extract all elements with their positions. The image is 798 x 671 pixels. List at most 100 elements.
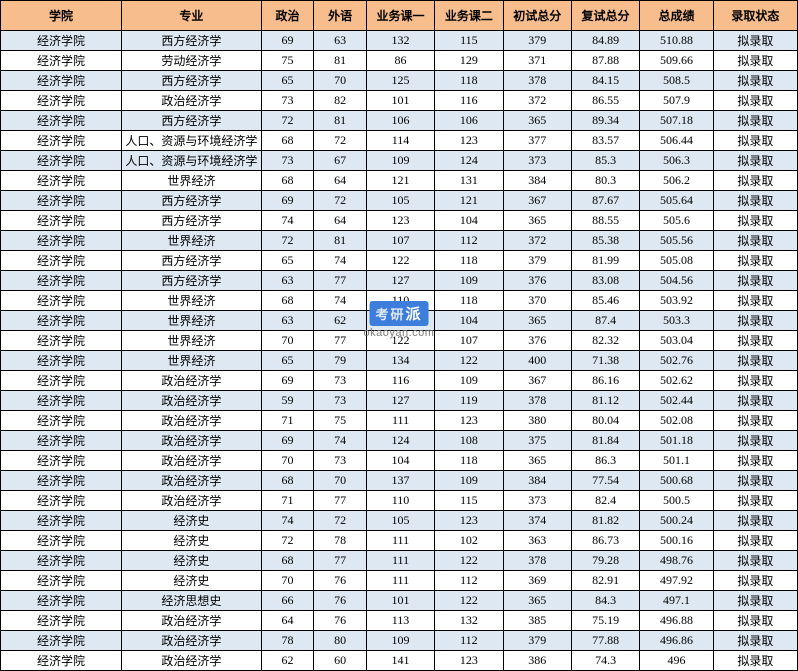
cell: 379 <box>503 251 571 271</box>
cell: 363 <box>503 531 571 551</box>
cell: 84.15 <box>571 71 639 91</box>
cell: 122 <box>435 551 503 571</box>
cell: 365 <box>503 311 571 331</box>
cell: 116 <box>435 91 503 111</box>
cell: 70 <box>314 71 367 91</box>
cell: 101 <box>366 91 434 111</box>
cell: 65 <box>261 251 314 271</box>
cell: 123 <box>366 211 434 231</box>
cell: 经济学院 <box>1 531 122 551</box>
table-body: 经济学院西方经济学696313211537984.89510.88拟录取经济学院… <box>1 31 798 671</box>
cell: 经济学院 <box>1 571 122 591</box>
col-header-1: 专业 <box>121 1 261 31</box>
cell: 111 <box>366 571 434 591</box>
cell: 86.3 <box>571 451 639 471</box>
cell: 81.84 <box>571 431 639 451</box>
cell: 110 <box>366 491 434 511</box>
cell: 西方经济学 <box>121 271 261 291</box>
cell: 109 <box>366 151 434 171</box>
cell: 76 <box>314 611 367 631</box>
cell: 112 <box>435 231 503 251</box>
cell: 70 <box>261 451 314 471</box>
cell: 370 <box>503 291 571 311</box>
cell: 506.3 <box>640 151 714 171</box>
cell: 384 <box>503 171 571 191</box>
cell: 拟录取 <box>713 291 797 311</box>
col-header-2: 政治 <box>261 1 314 31</box>
cell: 经济学院 <box>1 231 122 251</box>
cell: 政治经济学 <box>121 391 261 411</box>
cell: 人口、资源与环境经济学 <box>121 151 261 171</box>
cell: 经济学院 <box>1 311 122 331</box>
cell: 105 <box>366 511 434 531</box>
cell: 世界经济 <box>121 311 261 331</box>
cell: 77.88 <box>571 631 639 651</box>
cell: 84.3 <box>571 591 639 611</box>
cell: 80.04 <box>571 411 639 431</box>
cell: 111 <box>366 531 434 551</box>
cell: 503.92 <box>640 291 714 311</box>
cell: 122 <box>435 591 503 611</box>
cell: 68 <box>261 131 314 151</box>
table-row: 经济学院西方经济学657012511837884.15508.5拟录取 <box>1 71 798 91</box>
cell: 经济学院 <box>1 371 122 391</box>
cell: 拟录取 <box>713 251 797 271</box>
cell: 经济学院 <box>1 491 122 511</box>
table-row: 经济学院政治经济学597312711937881.12502.44拟录取 <box>1 391 798 411</box>
cell: 拟录取 <box>713 451 797 471</box>
cell: 世界经济 <box>121 331 261 351</box>
cell: 384 <box>503 471 571 491</box>
col-header-8: 总成绩 <box>640 1 714 31</box>
table-row: 经济学院西方经济学728110610636589.34507.18拟录取 <box>1 111 798 131</box>
cell: 拟录取 <box>713 611 797 631</box>
cell: 502.76 <box>640 351 714 371</box>
cell: 73 <box>261 151 314 171</box>
cell: 拟录取 <box>713 511 797 531</box>
table-row: 经济学院政治经济学738210111637286.55507.9拟录取 <box>1 91 798 111</box>
cell: 371 <box>503 51 571 71</box>
cell: 122 <box>435 351 503 371</box>
cell: 70 <box>261 571 314 591</box>
cell: 114 <box>366 131 434 151</box>
cell: 75 <box>261 51 314 71</box>
cell: 经济学院 <box>1 131 122 151</box>
cell: 83.08 <box>571 271 639 291</box>
cell: 367 <box>503 371 571 391</box>
cell: 369 <box>503 571 571 591</box>
cell: 经济学院 <box>1 111 122 131</box>
cell: 80 <box>314 631 367 651</box>
cell: 81 <box>314 51 367 71</box>
cell: 83.57 <box>571 131 639 151</box>
cell: 123 <box>435 511 503 531</box>
cell: 60 <box>314 651 367 671</box>
cell: 73 <box>314 391 367 411</box>
cell: 经济思想史 <box>121 591 261 611</box>
cell: 502.62 <box>640 371 714 391</box>
table-row: 经济学院劳动经济学75818612937187.88509.66拟录取 <box>1 51 798 71</box>
cell: 127 <box>366 391 434 411</box>
cell: 367 <box>503 191 571 211</box>
cell: 世界经济 <box>121 351 261 371</box>
cell: 经济学院 <box>1 171 122 191</box>
cell: 123 <box>435 651 503 671</box>
cell: 105 <box>366 191 434 211</box>
cell: 59 <box>261 391 314 411</box>
cell: 373 <box>503 151 571 171</box>
cell: 118 <box>435 251 503 271</box>
cell: 85.38 <box>571 231 639 251</box>
cell: 经济学院 <box>1 351 122 371</box>
cell: 拟录取 <box>713 211 797 231</box>
cell: 503.04 <box>640 331 714 351</box>
cell: 拟录取 <box>713 371 797 391</box>
cell: 63 <box>314 31 367 51</box>
cell: 77 <box>314 331 367 351</box>
cell: 107 <box>366 231 434 251</box>
cell: 69 <box>261 31 314 51</box>
cell: 71 <box>261 411 314 431</box>
cell: 拟录取 <box>713 551 797 571</box>
table-row: 经济学院经济史707611111236982.91497.92拟录取 <box>1 571 798 591</box>
col-header-5: 业务课二 <box>435 1 503 31</box>
cell: 拟录取 <box>713 331 797 351</box>
cell: 73 <box>314 451 367 471</box>
cell: 68 <box>261 171 314 191</box>
